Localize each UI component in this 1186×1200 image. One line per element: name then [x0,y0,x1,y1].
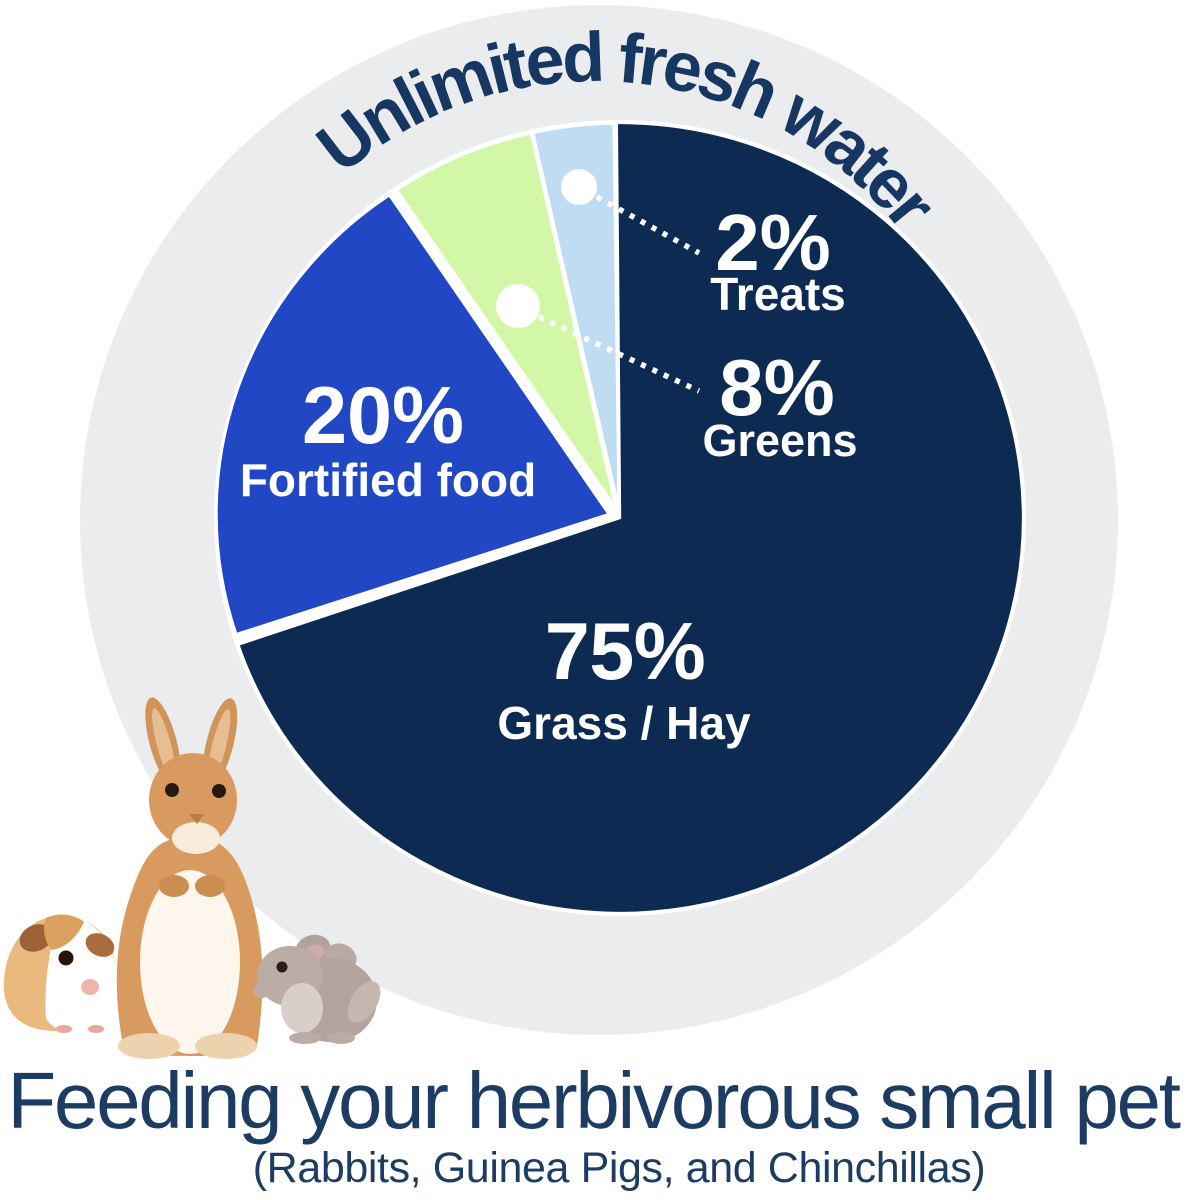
svg-text:Treats: Treats [710,268,846,320]
svg-text:8%: 8% [719,343,835,432]
svg-text:2%: 2% [715,198,831,287]
svg-text:20%: 20% [302,371,464,461]
svg-text:Feeding your herbivorous small: Feeding your herbivorous small pet [7,1056,1180,1145]
svg-text:Greens: Greens [702,415,857,466]
svg-text:(Rabbits, Guinea Pigs, and Chi: (Rabbits, Guinea Pigs, and Chinchillas) [253,1144,986,1192]
svg-text:75%: 75% [545,607,706,697]
svg-text:Fortified food: Fortified food [240,454,536,506]
svg-text:Grass / Hay: Grass / Hay [497,697,751,749]
